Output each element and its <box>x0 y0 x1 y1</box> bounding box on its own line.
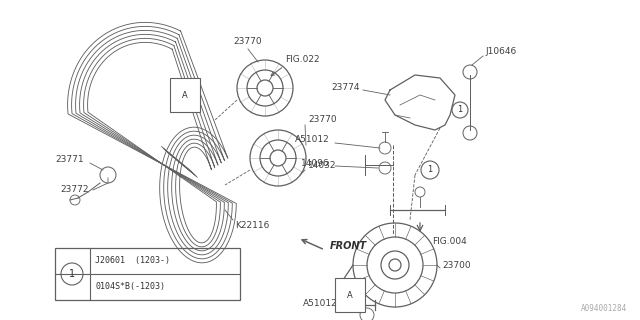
Text: 0104S*B(-1203): 0104S*B(-1203) <box>95 283 165 292</box>
Text: 1: 1 <box>69 269 75 279</box>
Text: FIG.022: FIG.022 <box>285 55 319 65</box>
Text: 1: 1 <box>428 165 433 174</box>
Text: 23700: 23700 <box>442 260 470 269</box>
Text: FIG.004: FIG.004 <box>432 237 467 246</box>
Text: J20601  (1203-): J20601 (1203-) <box>95 257 170 266</box>
Text: 23774: 23774 <box>332 84 360 92</box>
Text: A094001284: A094001284 <box>580 304 627 313</box>
Text: 23772: 23772 <box>60 186 88 195</box>
Text: 23770: 23770 <box>308 116 337 124</box>
Text: 1: 1 <box>458 106 463 115</box>
Text: FRONT: FRONT <box>330 241 367 251</box>
Text: A51012: A51012 <box>303 299 338 308</box>
Text: 14032: 14032 <box>308 161 337 170</box>
Bar <box>55 248 240 300</box>
Text: 23771: 23771 <box>55 156 84 164</box>
Text: 23770: 23770 <box>234 37 262 46</box>
Text: K22116: K22116 <box>235 220 269 229</box>
Text: 14096: 14096 <box>301 158 330 167</box>
Text: A51012: A51012 <box>295 135 330 145</box>
Text: J10646: J10646 <box>485 47 516 57</box>
Text: A: A <box>182 91 188 100</box>
Text: A: A <box>347 291 353 300</box>
